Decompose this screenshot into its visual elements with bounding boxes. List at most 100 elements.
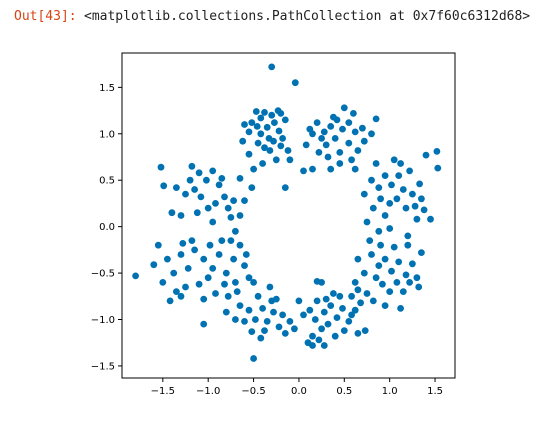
scatter-point [245,306,253,314]
scatter-point [324,153,332,161]
y-tick-label: 1.0 [99,129,115,140]
scatter-point [393,195,401,203]
scatter-point [395,258,403,266]
scatter-point [248,119,256,126]
scatter-point [351,306,359,314]
scatter-point [331,332,339,340]
plot-output: −1.5 −1.0 −0.5 0.0 0.5 1.0 1.5 −1.5 −1.0 −0.5 0.0 0… [0,36,538,421]
scatter-point [209,167,217,175]
scatter-point [236,241,244,249]
output-repr-text: <matplotlib.collections.PathCollection a… [84,9,531,24]
scatter-point [230,197,238,205]
scatter-point [227,214,235,221]
scatter-point [368,176,375,184]
scatter-point [281,330,289,337]
scatter-point [272,156,280,164]
scatter-point [252,108,260,115]
scatter-point [245,150,253,158]
scatter-point [261,327,268,334]
scatter-point [422,151,430,159]
scatter-point [306,306,314,314]
scatter-point [224,204,232,212]
scatter-point [257,130,265,138]
scatter-point [311,316,319,323]
scatter-point [359,124,366,132]
scatter-point [433,148,441,155]
scatter-point [339,125,346,133]
scatter-point [309,332,316,340]
scatter-point [348,311,355,319]
scatter-point [241,318,248,325]
scatter-point [200,295,208,303]
scatter-point [291,325,298,333]
scatter-point [242,251,250,258]
scatter-point [257,334,265,342]
y-tick-label: 0.5 [99,176,115,187]
y-tick-label: −1.0 [91,315,115,326]
scatter-point [193,209,201,217]
scatter-point [186,176,194,184]
scatter-point [399,288,407,295]
scatter-point [218,237,226,245]
scatter-point [300,311,307,319]
scatter-point [241,121,248,128]
scatter-point [159,279,167,286]
scatter-point [195,169,203,177]
scatter-point [322,295,330,303]
scatter-point [157,163,165,171]
scatter-point [302,141,310,149]
scatter-point [179,240,187,247]
scatter-point [239,137,247,145]
scatter-point [227,237,235,245]
scatter-point [375,227,383,235]
scatter-point [351,128,359,136]
scatter-point [320,342,328,349]
scatter-point [377,195,384,203]
scatter-point [232,279,239,286]
scatter-point [250,165,257,173]
y-tick-label: −1.5 [91,361,115,372]
scatter-point [233,288,241,295]
scatter-point [268,63,276,71]
scatter-point [309,130,316,138]
scatter-point [173,288,180,295]
scatter-point [339,305,346,312]
scatter-point [248,184,256,192]
scatter-point [252,316,259,323]
scatter-point [388,267,395,275]
scatter-point [166,297,174,305]
scatter-point [168,209,176,217]
scatter-point [369,204,377,212]
scatter-point [215,251,223,258]
scatter-point [413,215,421,223]
scatter-point [360,137,368,145]
scatter-point [336,149,344,156]
scatter-point [236,302,244,309]
scatter-point [291,79,299,87]
scatter-point [245,274,253,282]
scatter-point [340,104,348,112]
scatter-point [170,269,178,277]
scatter-point [250,355,257,362]
scatter-point [372,274,380,282]
scatter-point [313,297,321,305]
scatter-point [411,202,419,210]
scatter-point [257,114,265,122]
axis-ticks: −1.5 −1.0 −0.5 0.0 0.5 1.0 1.5 −1.5 −1.0 −0.5 0.0 0… [91,83,443,397]
scatter-point [320,128,328,136]
scatter-point [434,164,442,172]
scatter-point [309,165,316,173]
x-tick-label: 0.0 [291,386,307,397]
scatter-point [270,308,277,316]
scatter-point [177,251,185,258]
scatter-point [236,175,244,182]
scatter-point [357,299,364,307]
scatter-point [318,279,325,286]
scatter-point [331,135,339,142]
scatter-point [222,269,230,277]
scatter-point [241,262,248,269]
scatter-point [345,119,353,126]
scatter-point [327,165,335,173]
scatter-point [354,330,362,337]
scatter-point [330,290,337,297]
